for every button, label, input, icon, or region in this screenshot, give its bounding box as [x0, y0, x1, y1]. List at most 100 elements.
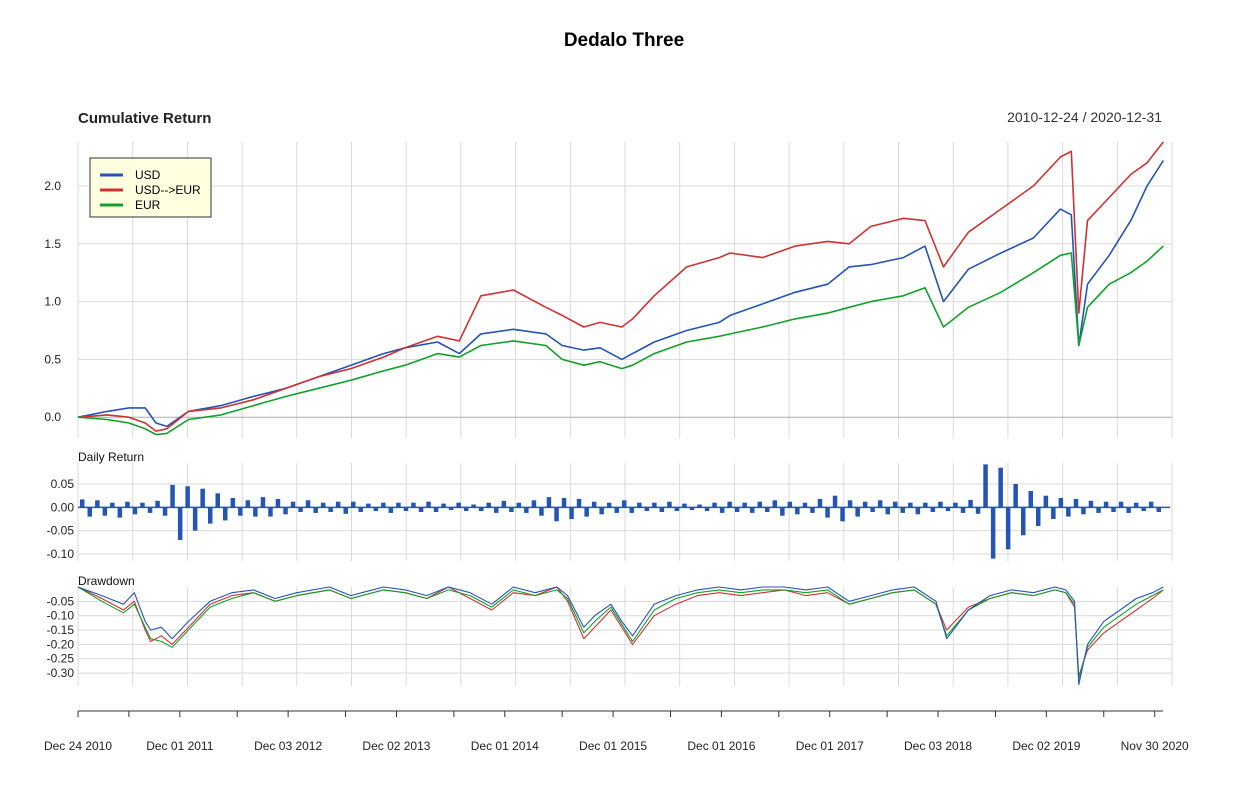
daily-return-bar	[80, 499, 85, 508]
legend-label-usd-eur: USD-->EUR	[135, 183, 201, 197]
daily-return-bar	[456, 502, 461, 508]
x-tick-label: Dec 01 2015	[579, 739, 647, 753]
cumulative-lines	[77, 141, 1164, 436]
daily-return-bar	[110, 502, 115, 508]
daily-return-bar	[1126, 507, 1131, 513]
daily-return-bar	[223, 507, 228, 521]
drawdown-y-tick-label: -0.20	[47, 637, 75, 651]
daily-return-bar	[185, 486, 190, 508]
daily-return-bar	[471, 504, 476, 508]
daily-return-bar	[885, 507, 890, 515]
x-tick-label: Dec 03 2018	[904, 739, 972, 753]
daily-return-bar	[576, 498, 582, 508]
daily-return-bar	[1148, 501, 1154, 508]
daily-return-bar	[870, 507, 875, 512]
daily-return-bar	[1021, 507, 1026, 536]
x-tick-label: Dec 02 2013	[362, 739, 430, 753]
daily-return-bar	[192, 507, 198, 531]
daily-return-bar	[998, 467, 1003, 508]
daily-return-bar	[960, 507, 966, 513]
daily-return-bar	[968, 499, 973, 508]
daily-return-bar	[403, 507, 409, 511]
daily-return-bar	[561, 498, 567, 508]
daily-return-bar	[215, 493, 220, 508]
daily-return-bar	[945, 507, 951, 511]
daily-return-bar	[283, 507, 288, 515]
drawdown-y-tick-label: -0.30	[47, 666, 75, 680]
x-tick-label: Dec 03 2012	[254, 739, 322, 753]
daily-return-bar	[840, 507, 845, 522]
daily-return-bar	[87, 507, 92, 517]
daily-return-bar	[433, 507, 439, 512]
daily-return-bar	[298, 507, 303, 512]
legend: USD USD-->EUR EUR	[89, 157, 212, 218]
daily-y-tick-label: -0.05	[47, 524, 75, 538]
daily-return-bar	[125, 501, 130, 508]
x-tick-label: Dec 01 2017	[796, 739, 864, 753]
daily-return-bar	[328, 507, 333, 512]
daily-return-bar	[569, 507, 574, 519]
daily-panel-title: Daily Return	[78, 450, 144, 464]
daily-return-bar	[606, 502, 612, 508]
daily-return-bar	[275, 498, 281, 508]
daily-return-bar	[652, 502, 657, 508]
daily-return-bar	[990, 507, 996, 559]
daily-return-bar	[1043, 495, 1049, 508]
daily-return-bar	[983, 464, 988, 508]
daily-return-bar	[727, 501, 732, 508]
daily-return-bar	[554, 507, 559, 522]
x-tick-label: Nov 30 2020	[1121, 739, 1189, 753]
cumulative-y-tick-label: 0.5	[44, 352, 61, 366]
daily-return-bar	[463, 507, 469, 511]
cumulative-line-usd-eur	[77, 141, 1164, 432]
daily-return-bar	[1118, 501, 1124, 508]
daily-return-bar	[1013, 484, 1018, 508]
daily-return-bar	[268, 507, 273, 517]
daily-return-bar	[810, 507, 815, 513]
daily-return-bar	[305, 500, 311, 508]
drawdown-y-tick-label: -0.15	[47, 623, 75, 637]
chart-title: Dedalo Three	[564, 30, 684, 51]
daily-return-bar	[795, 507, 800, 515]
daily-return-bar	[1111, 507, 1116, 512]
daily-return-bar	[162, 507, 168, 516]
daily-return-bar	[877, 500, 883, 508]
daily-return-bar	[697, 504, 702, 508]
daily-return-bar	[290, 501, 296, 508]
daily-return-bar	[817, 498, 823, 508]
daily-return-bar	[320, 502, 326, 508]
daily-return-bar	[351, 501, 356, 508]
daily-return-bar	[825, 507, 830, 518]
daily-return-bar	[418, 507, 424, 512]
daily-return-bar	[802, 502, 808, 508]
daily-return-bar	[524, 507, 529, 513]
daily-return-bar	[208, 507, 213, 524]
daily-return-bar	[501, 500, 507, 508]
x-tick-label: Dec 02 2019	[1012, 739, 1080, 753]
daily-return-bar	[584, 507, 589, 517]
daily-return-bar	[381, 502, 386, 508]
daily-return-bar	[1051, 507, 1056, 519]
daily-return-bar	[637, 502, 642, 508]
cumulative-y-tick-label: 0.0	[44, 410, 61, 424]
cumulative-y-tick-label: 2.0	[44, 179, 61, 193]
date-range-label: 2010-12-24 / 2020-12-31	[1007, 109, 1162, 125]
daily-return-bar	[245, 500, 251, 508]
x-axis: Dec 24 2010 Dec 01 2011 Dec 03 2012 Dec 02 …	[44, 710, 1189, 753]
drawdown-line-usd	[77, 586, 1164, 686]
daily-return-bar	[1005, 507, 1011, 550]
daily-return-bar	[1141, 507, 1146, 511]
daily-return-bar	[516, 502, 522, 508]
daily-return-bar	[900, 507, 905, 513]
daily-return-bar	[546, 497, 552, 508]
daily-return-bar	[1088, 500, 1094, 508]
daily-return-bar	[644, 507, 650, 511]
daily-return-bar	[772, 500, 778, 508]
x-tick-label: Dec 01 2014	[471, 739, 539, 753]
legend-label-usd: USD	[135, 168, 161, 182]
daily-return-bar	[411, 502, 416, 508]
daily-return-bar	[117, 507, 123, 518]
daily-return-bar	[230, 498, 236, 508]
daily-return-bar	[1096, 507, 1101, 513]
